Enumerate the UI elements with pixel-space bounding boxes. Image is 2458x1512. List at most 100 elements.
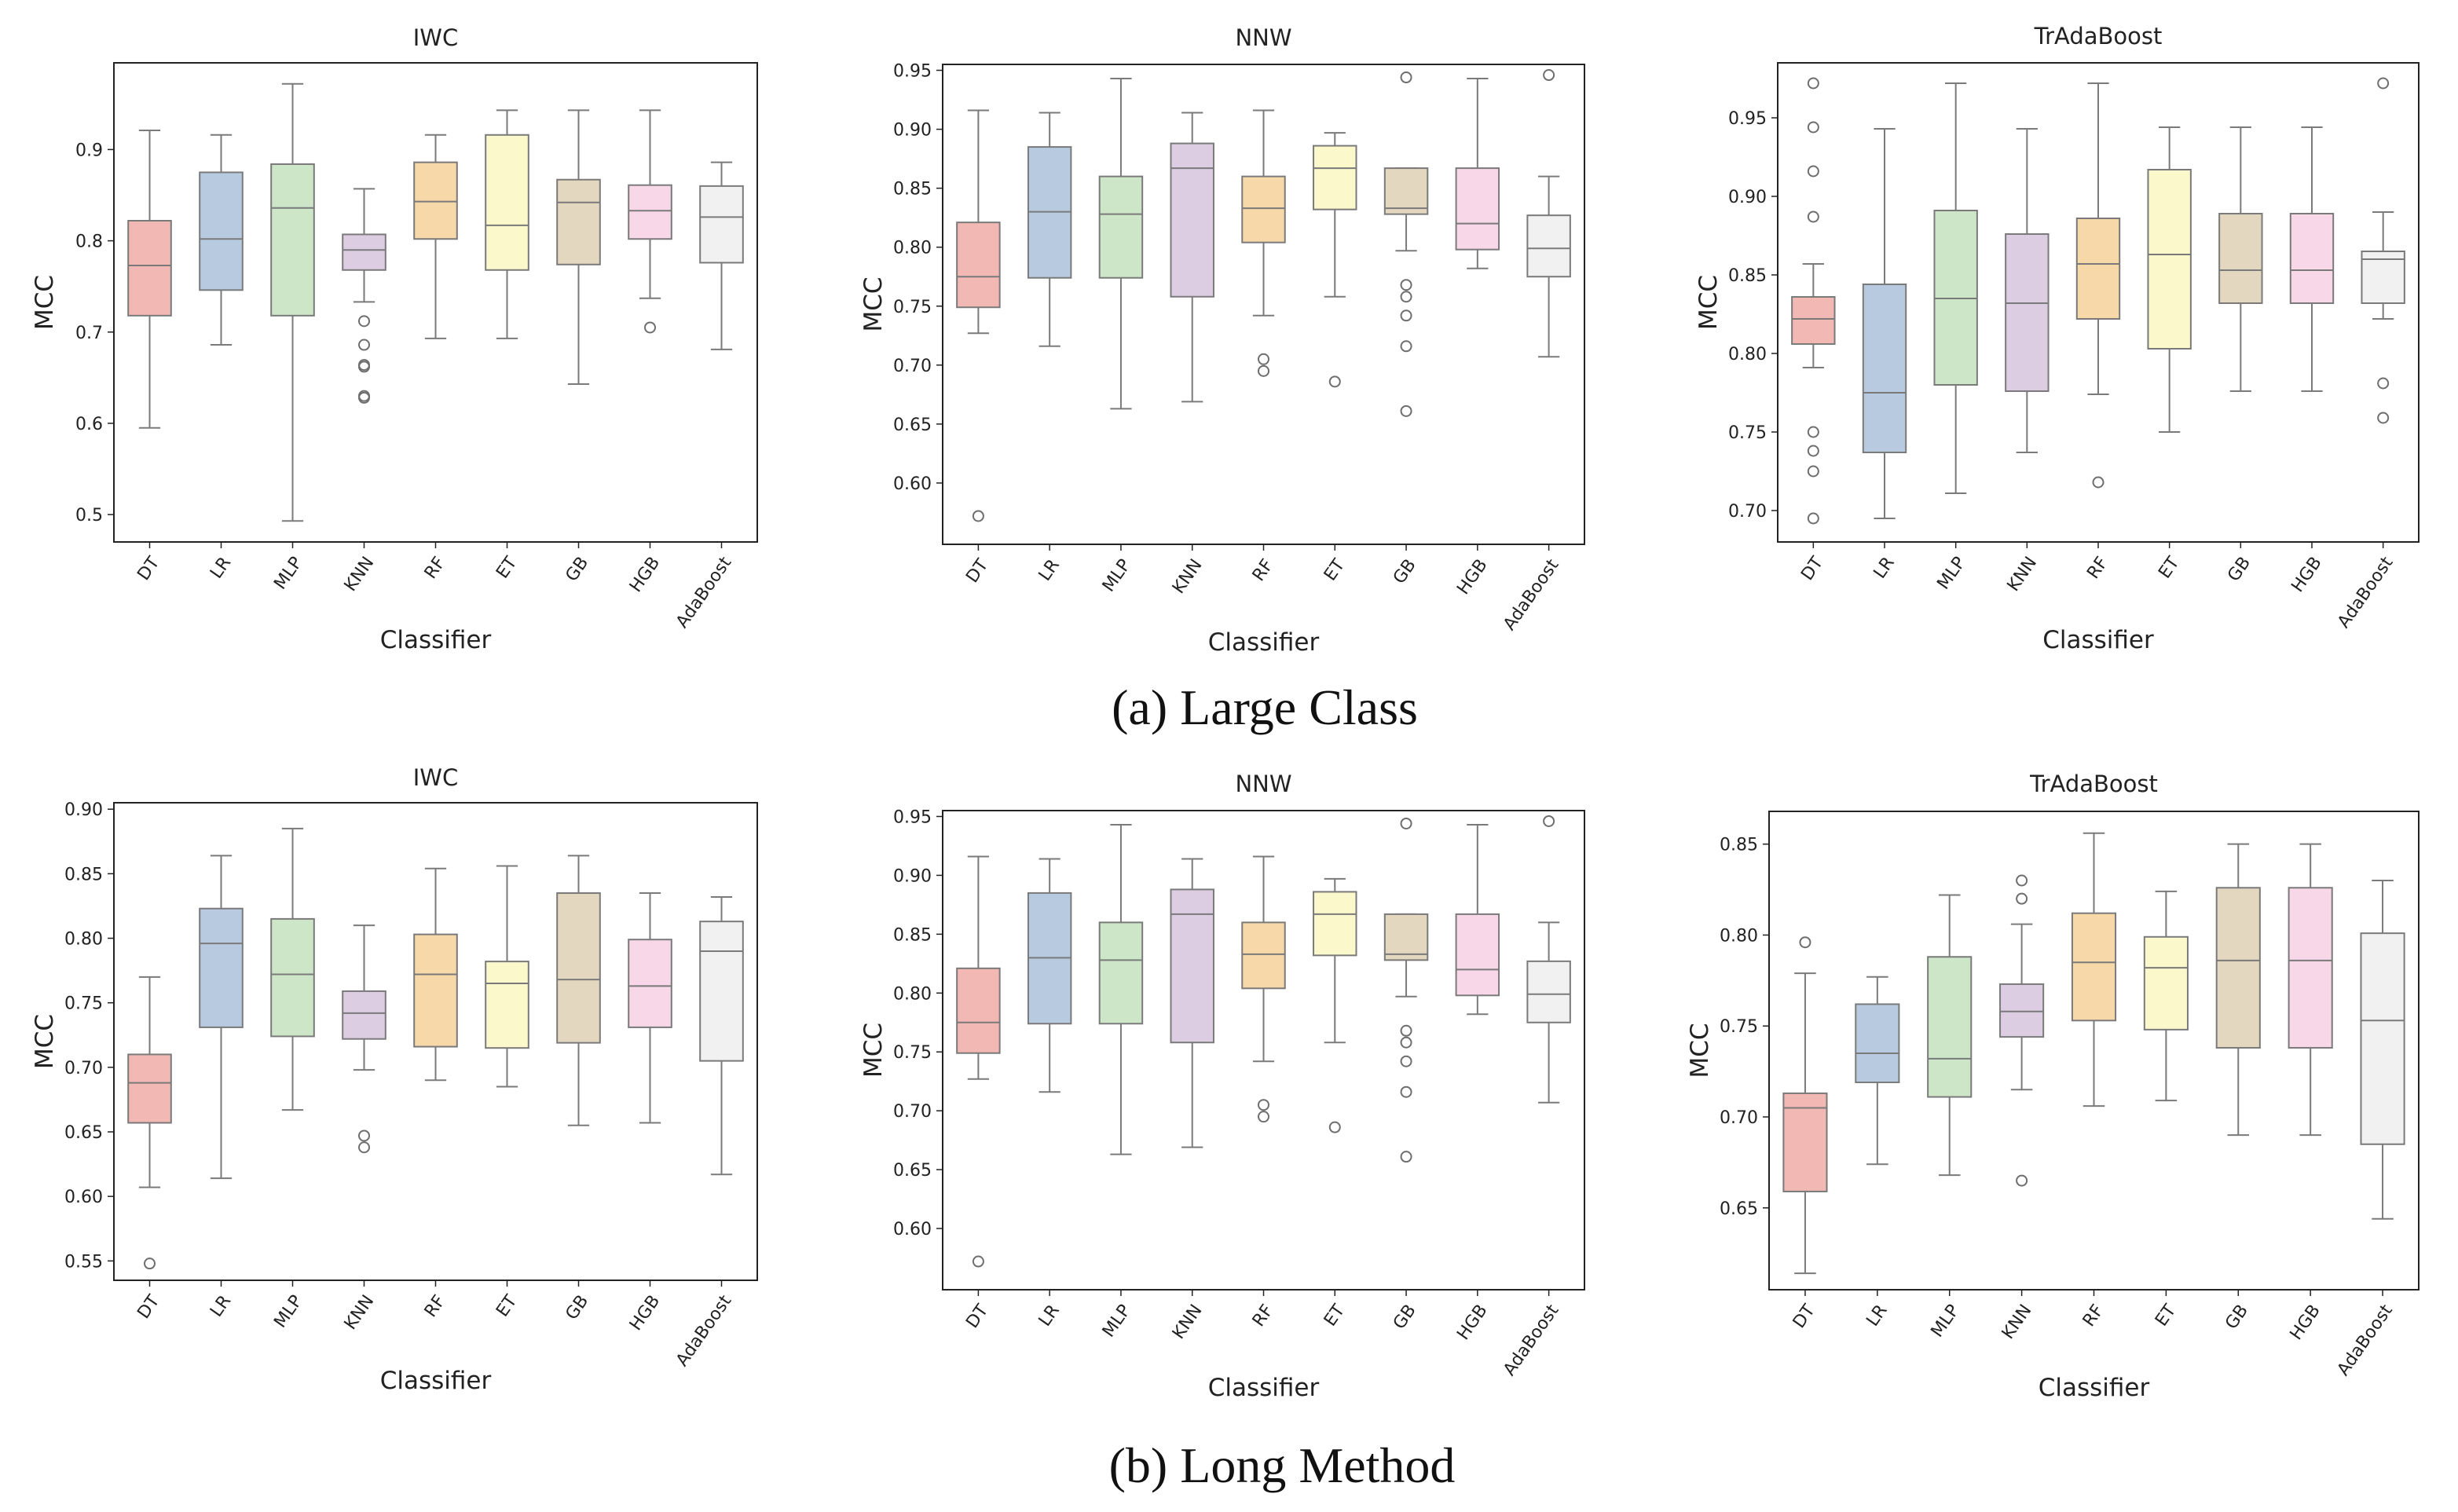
x-tick-label: KNN: [2004, 554, 2042, 595]
x-tick-label: GB: [1390, 1301, 1420, 1334]
box-iqr: [1782, 1092, 1828, 1192]
box-lr: [1862, 128, 1907, 519]
x-tick-label: ET: [493, 1291, 521, 1320]
box-gb: [556, 109, 601, 385]
y-tick-label: 0.9: [75, 141, 103, 160]
box-iqr: [1383, 913, 1429, 961]
box-gb: [1383, 817, 1429, 1163]
box-dt: [956, 109, 1001, 522]
x-tick-label: MLP: [1099, 1301, 1135, 1342]
outlier-point: [1799, 936, 1811, 949]
box-et: [2143, 890, 2189, 1102]
box-iqr: [1383, 167, 1429, 215]
y-tick-label: 0.90: [1728, 188, 1767, 207]
box-iqr: [956, 967, 1001, 1054]
box-iqr: [127, 220, 172, 317]
box-dt: [1791, 77, 1836, 525]
box-iqr: [2005, 233, 2050, 392]
box-knn: [2005, 128, 2050, 453]
y-tick-label: 0.80: [893, 984, 932, 1004]
chart-title: IWC: [413, 764, 458, 791]
box-iqr: [556, 892, 601, 1044]
chart-title: NNW: [1235, 24, 1291, 51]
y-tick-label: 0.85: [64, 865, 103, 884]
chart-title: TrAdaBoost: [2029, 771, 2158, 797]
box-iqr: [1526, 960, 1571, 1023]
box-dt: [1782, 936, 1828, 1275]
x-tick-label: LR: [207, 554, 235, 583]
outlier-point: [1400, 405, 1412, 417]
x-tick-label: DT: [962, 1301, 992, 1332]
x-tick-label: MLP: [1933, 554, 1969, 594]
x-tick-label: RF: [421, 554, 450, 583]
box-hgb: [628, 892, 672, 1124]
y-axis-label: MCC: [1694, 275, 1723, 330]
box-rf: [1241, 109, 1286, 377]
box-mlp: [1933, 82, 1978, 494]
outlier-point: [2377, 77, 2390, 90]
outlier-point: [358, 339, 370, 351]
chart-panel-5: NNW 0.60 0.65 0.70 0.75 0.80 0.85 0.90 0.95 MCC Cl…: [859, 771, 1585, 1402]
box-iqr: [2071, 912, 2117, 1022]
outlier-point: [1400, 291, 1412, 303]
y-tick-label: 0.75: [1720, 1017, 1758, 1037]
x-tick-label: RF: [421, 1292, 450, 1321]
outlier-point: [1400, 1024, 1412, 1037]
box-iqr: [1241, 921, 1286, 990]
plot-frame: [113, 802, 758, 1281]
outlier-point: [1258, 353, 1269, 365]
y-axis-label: MCC: [859, 276, 888, 331]
outlier-point: [358, 391, 370, 404]
box-mlp: [1098, 823, 1144, 1155]
box-gb: [556, 855, 601, 1126]
x-axis-label: Classifier: [2042, 626, 2154, 654]
box-iqr: [127, 1053, 172, 1124]
x-tick-label: LR: [1870, 554, 1899, 583]
box-rf: [413, 134, 458, 339]
y-tick-label: 0.60: [893, 1220, 932, 1239]
box-knn: [1170, 112, 1214, 403]
x-tick-label: ET: [1321, 1301, 1349, 1330]
box-iqr: [270, 163, 315, 317]
x-tick-label: RF: [2079, 1301, 2108, 1331]
x-tick-label: RF: [1249, 1301, 1278, 1331]
outlier-point: [2377, 377, 2390, 390]
x-tick-label: HGB: [2287, 1301, 2324, 1344]
box-iqr: [1455, 167, 1500, 251]
box-adaboost: [699, 895, 744, 1176]
x-tick-label: HGB: [626, 1292, 664, 1334]
box-iqr: [1313, 145, 1357, 211]
box-dt: [127, 976, 172, 1270]
box-hgb: [628, 109, 672, 334]
y-tick-label: 0.6: [75, 415, 103, 434]
x-tick-label: LR: [1035, 1301, 1064, 1331]
x-tick-label: ET: [493, 553, 521, 582]
x-tick-label: KNN: [1169, 556, 1207, 598]
box-lr: [1855, 976, 1900, 1166]
y-tick-label: 0.80: [64, 930, 103, 950]
x-tick-label: LR: [1863, 1301, 1891, 1331]
box-iqr: [2215, 887, 2261, 1049]
y-axis-label: MCC: [1686, 1023, 1714, 1078]
x-axis-label: Classifier: [380, 1367, 492, 1395]
box-iqr: [1170, 142, 1214, 298]
box-iqr: [413, 933, 458, 1048]
y-axis-label: MCC: [31, 275, 59, 330]
box-mlp: [1098, 78, 1144, 410]
plot-frame: [1777, 62, 2420, 543]
outlier-point: [1258, 1099, 1269, 1111]
box-iqr: [1098, 175, 1144, 279]
box-iqr: [199, 171, 244, 291]
x-tick-label: MLP: [270, 1292, 306, 1332]
box-iqr: [342, 233, 386, 271]
box-hgb: [2289, 126, 2335, 392]
box-iqr: [628, 184, 672, 240]
box-iqr: [1455, 913, 1500, 997]
outlier-point: [1400, 1085, 1412, 1098]
outlier-point: [2377, 412, 2390, 424]
outlier-point: [1543, 815, 1555, 827]
chart-panel-1: IWC 0.5 0.6 0.7 0.8 0.9 MCC Classifier DT LR MLP KN…: [31, 24, 758, 654]
box-iqr: [699, 921, 744, 1062]
y-tick-label: 0.85: [1720, 836, 1758, 855]
outlier-point: [1400, 279, 1412, 291]
